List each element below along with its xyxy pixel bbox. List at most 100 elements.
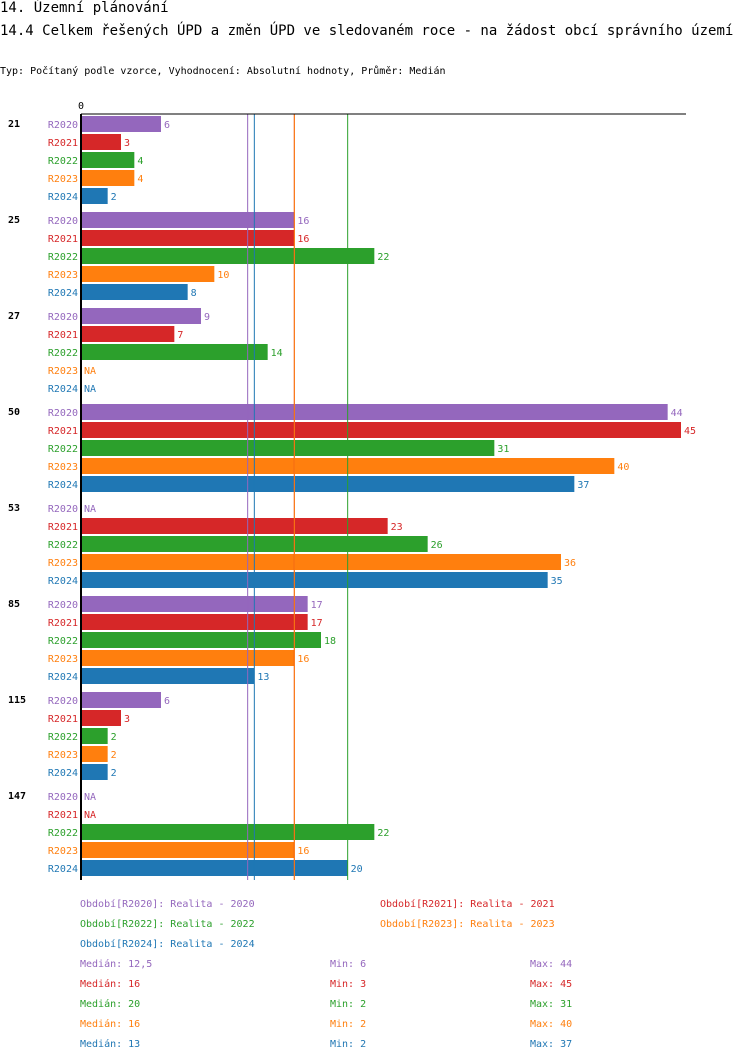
category-label: 147	[8, 791, 26, 802]
series-label: R2022	[48, 444, 78, 455]
data-label: 22	[377, 252, 389, 263]
category-label: 53	[8, 503, 20, 514]
legend-item: Období[R2022]: Realita - 2022	[80, 918, 255, 930]
bar	[81, 692, 161, 708]
data-label: 16	[297, 216, 309, 227]
bar	[81, 188, 108, 204]
data-label: 6	[164, 120, 170, 131]
chart-subtitle: Typ: Počítaný podle vzorce, Vyhodnocení:…	[0, 66, 446, 77]
series-label: R2023	[48, 750, 78, 761]
series-label: R2021	[48, 330, 78, 341]
series-label: R2020	[48, 120, 78, 131]
legend-item: Období[R2021]: Realita - 2021	[380, 898, 555, 910]
bar	[81, 650, 295, 666]
series-label: R2020	[48, 600, 78, 611]
legend-item: Období[R2020]: Realita - 2020	[80, 898, 255, 910]
category-label: 21	[8, 119, 20, 130]
data-label: 6	[164, 696, 170, 707]
data-label: 17	[311, 600, 323, 611]
data-label: 2	[111, 768, 117, 779]
legend-item: Období[R2023]: Realita - 2023	[380, 918, 555, 930]
data-label: 9	[204, 312, 210, 323]
bar	[81, 266, 215, 282]
series-label: R2024	[48, 288, 78, 299]
series-label: R2024	[48, 480, 78, 491]
bar	[81, 344, 268, 360]
data-label: 22	[377, 828, 389, 839]
data-label: 44	[671, 408, 683, 419]
bar	[81, 152, 135, 168]
na-label: NA	[84, 792, 96, 803]
bar	[81, 440, 495, 456]
max-stat: Max: 45	[530, 979, 572, 990]
bar	[81, 860, 348, 876]
max-stat: Max: 37	[530, 1039, 572, 1050]
data-label: 2	[111, 732, 117, 743]
bar	[81, 728, 108, 744]
bar	[81, 710, 121, 726]
na-label: NA	[84, 810, 96, 821]
series-label: R2020	[48, 312, 78, 323]
data-label: 26	[431, 540, 443, 551]
min-stat: Min: 3	[330, 979, 366, 990]
bar	[81, 518, 388, 534]
median-stat: Medián: 13	[80, 1038, 140, 1050]
series-label: R2020	[48, 408, 78, 419]
series-label: R2023	[48, 174, 78, 185]
bar	[81, 596, 308, 612]
bar	[81, 212, 295, 228]
series-label: R2020	[48, 696, 78, 707]
bar	[81, 284, 188, 300]
series-label: R2023	[48, 462, 78, 473]
median-stat: Medián: 16	[80, 978, 140, 990]
na-label: NA	[84, 504, 96, 515]
data-label: 40	[617, 462, 629, 473]
series-label: R2020	[48, 504, 78, 515]
data-label: 31	[497, 444, 509, 455]
min-stat: Min: 2	[330, 1019, 366, 1030]
min-stat: Min: 2	[330, 999, 366, 1010]
data-label: 4	[137, 156, 143, 167]
bar	[81, 554, 561, 570]
category-label: 115	[8, 695, 26, 706]
bar	[81, 230, 295, 246]
max-stat: Max: 40	[530, 1019, 572, 1030]
series-label: R2024	[48, 576, 78, 587]
bar	[81, 842, 295, 858]
median-stat: Medián: 16	[80, 1018, 140, 1030]
data-label: 23	[391, 522, 403, 533]
chart-title: 14.4 Celkem řešených ÚPD a změn ÚPD ve s…	[0, 23, 734, 39]
data-label: 17	[311, 618, 323, 629]
series-label: R2023	[48, 366, 78, 377]
bar	[81, 746, 108, 762]
data-label: 8	[191, 288, 197, 299]
series-label: R2021	[48, 618, 78, 629]
series-label: R2022	[48, 540, 78, 551]
max-stat: Max: 44	[530, 959, 572, 970]
series-label: R2021	[48, 522, 78, 533]
section-title: 14. Územní plánování	[0, 0, 169, 16]
data-label: 35	[551, 576, 563, 587]
data-label: 2	[111, 192, 117, 203]
bar	[81, 476, 575, 492]
zero-tick-label: 0	[78, 101, 84, 112]
data-label: 45	[684, 426, 696, 437]
bar	[81, 116, 161, 132]
series-label: R2024	[48, 864, 78, 875]
category-label: 27	[8, 311, 20, 322]
bar	[81, 248, 375, 264]
series-label: R2023	[48, 846, 78, 857]
series-label: R2022	[48, 252, 78, 263]
min-stat: Min: 6	[330, 959, 366, 970]
data-label: 20	[351, 864, 363, 875]
median-stat: Medián: 20	[80, 998, 140, 1010]
series-label: R2023	[48, 558, 78, 569]
data-label: 18	[324, 636, 336, 647]
series-label: R2020	[48, 216, 78, 227]
series-label: R2021	[48, 714, 78, 725]
series-label: R2022	[48, 828, 78, 839]
data-label: 2	[111, 750, 117, 761]
category-label: 25	[8, 215, 20, 226]
series-label: R2022	[48, 636, 78, 647]
na-label: NA	[84, 366, 96, 377]
